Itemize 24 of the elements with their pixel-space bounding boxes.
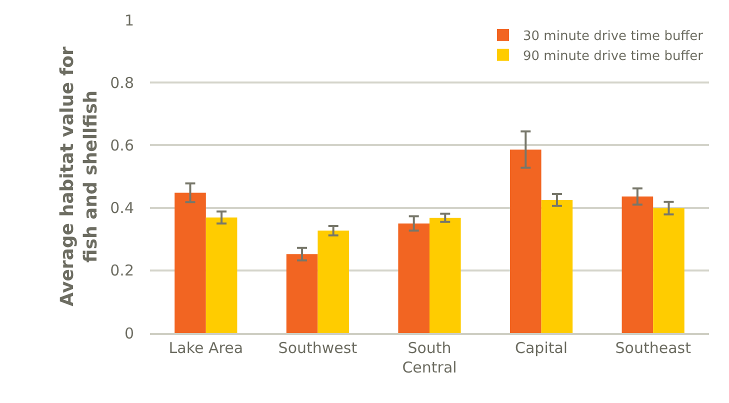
bar [286,254,318,333]
y-tick-label: 0.4 [110,199,134,218]
bar [430,218,461,333]
y-tick-label: 0.2 [110,262,134,280]
y-tick-label: 0.6 [110,136,134,154]
bar [653,208,684,333]
bar [541,200,573,333]
bar [174,192,206,333]
bar [398,223,430,333]
legend-label: 30 minute drive time buffer [523,29,704,44]
bar [206,218,238,333]
x-tick-label: Capital [514,338,568,357]
x-tick-label: Lake Area [168,338,244,357]
x-tick-label: South Central [402,338,457,376]
bar [510,150,542,333]
y-tick-label: 0.8 [110,74,134,92]
y-tick-label: 0 [124,324,134,342]
y-tick-label: 1 [124,11,134,30]
bar [318,230,349,333]
bar [622,196,654,333]
y-axis-title: Average habitat value for fish and shellfish [56,46,102,306]
x-tick-label: Southwest [278,338,358,357]
legend-label: 90 minute drive time buffer [523,48,704,64]
x-tick-label: Southeast [615,338,692,357]
